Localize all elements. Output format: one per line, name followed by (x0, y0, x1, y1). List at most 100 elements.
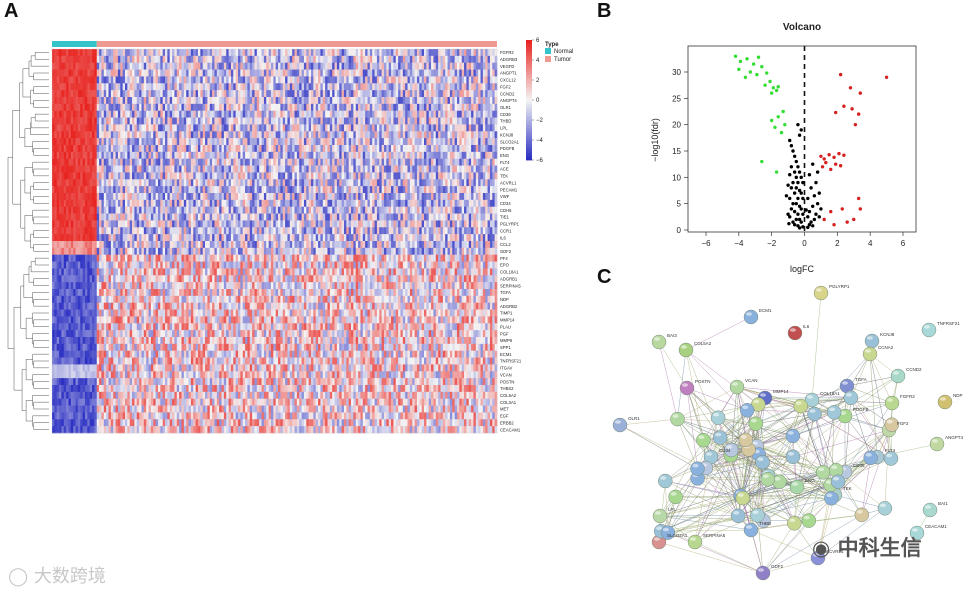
heatmap-cell (468, 83, 472, 91)
heatmap-cell (466, 55, 470, 64)
heatmap-cell (150, 179, 154, 187)
heatmap-cell (70, 193, 74, 201)
heatmap-cell (306, 186, 309, 194)
heatmap-cell (447, 49, 451, 57)
heatmap-cell (195, 145, 199, 153)
heatmap-cell (464, 117, 467, 125)
heatmap-cell (438, 62, 441, 70)
heatmap-cell (273, 145, 277, 153)
heatmap-cell (169, 145, 173, 153)
heatmap-cell (348, 158, 352, 166)
heatmap-cell (287, 151, 291, 160)
heatmap-cell (336, 76, 340, 84)
heatmap-cell (106, 186, 109, 194)
heatmap-cell (143, 220, 147, 228)
heatmap-cell (294, 49, 298, 57)
heatmap-cell (348, 124, 352, 132)
heatmap-cell (454, 138, 458, 146)
heatmap-cell (478, 206, 481, 214)
heatmap-cell (360, 124, 364, 132)
heatmap-cell (216, 90, 220, 98)
heatmap-cell (431, 55, 434, 64)
heatmap-cell (176, 206, 180, 214)
heatmap-cell (435, 97, 439, 105)
heatmap-cell (106, 76, 109, 84)
heatmap-cell (150, 145, 154, 153)
heatmap-cell (117, 186, 121, 194)
heatmap-cell (129, 213, 133, 221)
heatmap-cell (329, 193, 333, 201)
heatmap-cell (329, 151, 333, 160)
heatmap-cell (480, 193, 484, 201)
heatmap-cell (150, 117, 154, 125)
heatmap-cell (63, 76, 67, 84)
heatmap-cell (127, 131, 131, 139)
heatmap-cell (136, 55, 140, 64)
heatmap-cell (134, 49, 138, 57)
heatmap-cell (99, 213, 102, 221)
heatmap-cell (268, 49, 272, 57)
heatmap-cell (280, 165, 284, 173)
heatmap-cell (247, 158, 251, 166)
heatmap-cell (310, 158, 314, 166)
heatmap-cell (431, 145, 434, 153)
heatmap-cell (301, 83, 305, 91)
heatmap-cell (235, 83, 239, 91)
heatmap-cell (275, 117, 279, 125)
heatmap-cell (379, 90, 382, 98)
heatmap-cell (332, 62, 335, 70)
heatmap-cell (388, 172, 392, 180)
heatmap-cell (315, 49, 319, 57)
heatmap-cell (306, 131, 309, 139)
heatmap-cell (162, 90, 166, 98)
heatmap-cell (167, 83, 171, 91)
heatmap-cell (221, 83, 225, 91)
heatmap-cell (355, 165, 359, 173)
heatmap-cell (223, 145, 227, 153)
heatmap-cell (353, 97, 357, 105)
heatmap-cell (489, 69, 493, 77)
heatmap-cell (66, 83, 69, 91)
heatmap-cell (318, 69, 321, 77)
heatmap-cell (153, 83, 156, 91)
heatmap-cell (386, 90, 390, 98)
heatmap-cell (320, 145, 324, 153)
heatmap-cell (414, 172, 418, 180)
heatmap-cell (383, 206, 387, 214)
heatmap-cell (139, 69, 142, 77)
heatmap-cell (174, 165, 178, 173)
heatmap-cell (351, 90, 354, 98)
heatmap-cell (301, 193, 305, 201)
heatmap-cell (115, 138, 119, 146)
heatmap-cell (381, 151, 385, 160)
heatmap-cell (398, 62, 401, 70)
heatmap-cell (388, 103, 392, 112)
heatmap-cell (216, 117, 220, 125)
heatmap-cell (96, 110, 100, 118)
heatmap-cell (289, 117, 293, 125)
heatmap-cell (160, 97, 164, 105)
heatmap-cell (487, 213, 491, 221)
heatmap-cell (447, 206, 451, 214)
heatmap-cell (256, 213, 260, 221)
heatmap-cell (454, 131, 458, 139)
heatmap-cell (360, 220, 364, 228)
heatmap-cell (376, 49, 380, 57)
heatmap-cell (120, 206, 123, 214)
heatmap-cell (108, 165, 112, 173)
heatmap-cell (195, 117, 199, 125)
heatmap-cell (362, 83, 366, 91)
heatmap-cell (282, 76, 286, 84)
heatmap-cell (459, 117, 463, 125)
heatmap-cell (336, 62, 340, 70)
heatmap-cell (155, 227, 159, 235)
heatmap-cell (266, 49, 269, 57)
heatmap-cell (195, 97, 199, 105)
heatmap-cell (87, 55, 91, 64)
heatmap-cell (313, 90, 317, 98)
heatmap-cell (103, 76, 107, 84)
heatmap-cell (242, 220, 246, 228)
heatmap-cell (106, 131, 109, 139)
heatmap-cell (426, 110, 430, 118)
heatmap-cell (195, 131, 199, 139)
